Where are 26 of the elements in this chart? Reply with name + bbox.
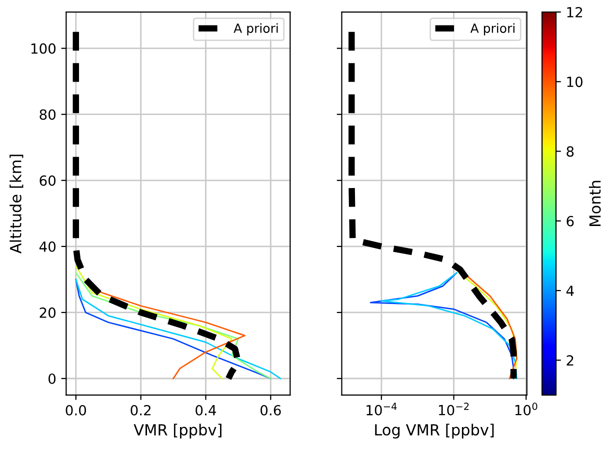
color-bar-label: 10	[567, 76, 582, 88]
legend-label: A priori	[234, 23, 278, 36]
color-bar-label: 2	[566, 355, 574, 366]
legend-label: A priori	[470, 23, 514, 36]
x-axis-title: Log VMR [ppbv]	[375, 424, 494, 439]
y-tick-label: 80	[40, 109, 56, 120]
color-bar-label: 6	[566, 216, 574, 226]
color-bar-title: Month	[588, 180, 601, 226]
y-axis-title: Altitude [km]	[10, 154, 24, 254]
y-tick-label: 0	[48, 373, 56, 384]
x-tick-label: 0.4	[196, 404, 216, 416]
x-tick-label: 0.2	[130, 404, 150, 416]
x-tick-label: 0.6	[260, 404, 281, 416]
x-axis-title: VMR [ppbv]	[134, 424, 222, 439]
x-tick-label: 10$^{−2}$	[438, 402, 469, 416]
y-tick-label: 20	[40, 307, 56, 318]
y-tick-label: 100	[31, 43, 56, 54]
x-tick-label: 10$^{0}$	[515, 402, 538, 416]
color-bar-label: 4	[566, 286, 574, 296]
x-tick-label: 10$^{−4}$	[366, 402, 397, 416]
y-tick-label: 40	[39, 241, 56, 252]
color-bar-label: 12	[567, 6, 582, 18]
line-series	[75, 266, 232, 380]
y-tick-label: 60	[40, 175, 56, 186]
x-tick-label: 0.0	[66, 404, 86, 416]
color-bar-label: 8	[566, 146, 574, 157]
